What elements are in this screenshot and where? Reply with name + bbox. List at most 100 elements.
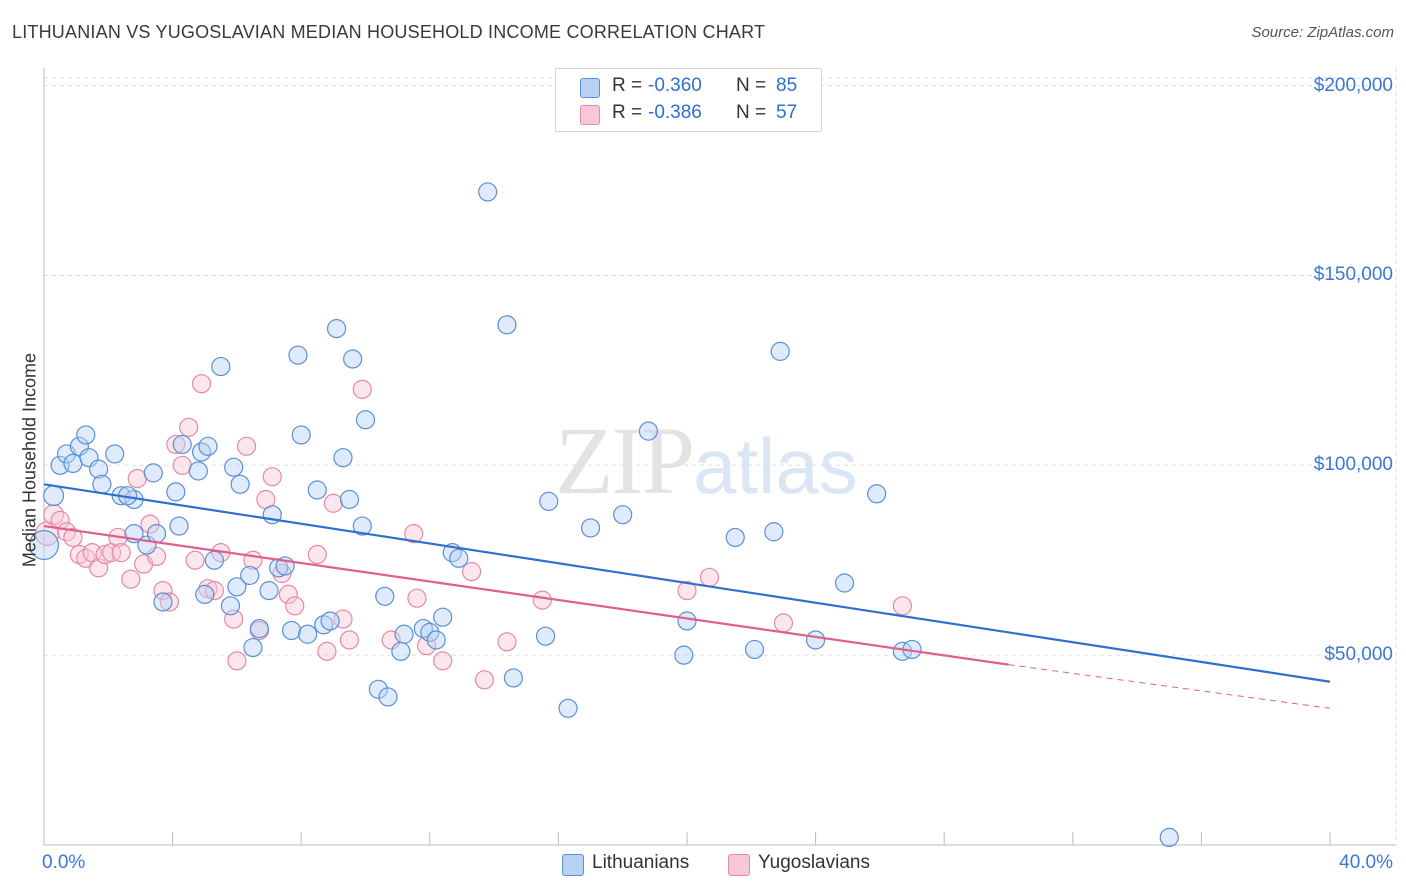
yugoslavians-point [166,434,186,455]
yugoslavians-point [111,543,131,563]
lithuanians-point [63,453,83,474]
yugoslavians-point [532,590,552,610]
yugoslavians-point [159,592,179,612]
yugoslavians-point [204,581,224,601]
yugoslavians-point [262,467,282,487]
lithuanians-point [230,474,250,494]
lithuanians-point [43,485,65,507]
lithuanians-point [211,356,231,377]
yugoslavians-point [773,613,794,633]
x-tick-max: 40.0% [1339,852,1393,873]
yugoslavians-point [63,527,83,548]
lithuanians-point [92,474,112,494]
lithuanians-point [420,622,440,642]
yugoslavians-legend-swatch [728,854,750,876]
lithuanians-point [307,480,327,500]
yugoslavians-point [227,651,247,671]
legend-n-value: 57 [776,102,798,123]
x-tick-min: 0.0% [42,852,86,873]
lithuanians-point [249,618,270,639]
lithuanians-point [805,630,826,650]
lithuanians-point [166,482,186,502]
legend-n-label: N = [736,75,767,96]
yugoslavians-point [191,374,212,394]
lithuanians-point [725,527,745,548]
lithuanians-point [288,345,308,365]
lithuanians-point [394,624,414,644]
legend-n-value: 85 [776,75,798,96]
lithuanians-point [298,624,318,644]
yugoslavians-point [278,584,298,605]
lithuanians-point [391,641,411,661]
lithuanians-point [368,679,388,699]
lithuanians-point [770,341,790,361]
lithuanians-point [240,565,260,586]
lithuanians-point [281,620,302,641]
yugoslavians-point [140,514,160,534]
yugoslavians-point [179,417,199,437]
lithuanians-points [29,182,1179,848]
lithuanians-point [143,463,163,483]
lithuanians-point [1159,827,1179,848]
lithuanians-point [243,637,263,658]
lithuanians-point [320,611,340,631]
chart-title: LITHUANIAN VS YUGOSLAVIAN MEDIAN HOUSEHO… [12,22,766,42]
lithuanians-point [355,410,376,430]
yugoslavians-point [497,632,517,652]
lithuanians-point [764,522,784,542]
legend-n-label: N = [736,102,767,123]
lithuanians-point [224,457,244,477]
lithuanians-point [291,425,311,445]
lithuanians-point [220,596,241,616]
lithuanians-point [326,319,347,339]
y-tick-label: $50,000 [1324,644,1393,666]
yugoslavians-point [172,455,192,475]
y-tick-label: $100,000 [1313,454,1393,476]
lithuanians-point [497,315,517,335]
lithuanians-legend-label: Lithuanians [592,852,690,873]
lithuanians-point [744,639,765,660]
lithuanians-trend-line [43,483,1331,683]
legend-r-label: R = [612,102,643,123]
grid-lines [44,68,1397,845]
lithuanians-point [426,630,446,650]
yugoslavians-point [461,562,482,582]
watermark-atlas: atlas [693,422,858,510]
legend-r-label: R = [612,75,643,96]
lithuanians-point [503,668,523,688]
yugoslavians-point [185,550,205,570]
lithuanians-point [535,626,556,646]
lithuanians-point [227,577,247,597]
yugoslavians-point [677,581,697,601]
y-axis-label: Median Household Income [19,352,40,568]
yugoslavians-point [699,567,720,587]
watermark: ZIPatlas [555,405,858,516]
lithuanians-point [539,491,559,511]
yugoslavians-trend-extension [1008,664,1331,709]
lithuanians-point [613,505,633,525]
yugoslavians-point [153,581,173,601]
yugoslavians-legend-label: Yugoslavians [758,852,870,873]
lithuanians-swatch [580,78,600,98]
yugoslavians-point [352,379,372,399]
lithuanians-point [580,518,601,538]
lithuanians-point [204,550,224,570]
lithuanians-point [449,548,469,568]
yugoslavians-trend-line [43,524,1009,666]
lithuanians-point [638,421,659,441]
y-tick-label: $200,000 [1313,74,1393,96]
lithuanians-point [558,698,578,718]
lithuanians-point [867,484,887,504]
yugoslavians-point [474,670,495,690]
lithuanians-point [433,607,453,627]
axes [43,68,1396,846]
yugoslavians-point [307,544,327,565]
yugoslavians-point [236,436,257,456]
yugoslavians-point [407,588,427,608]
lithuanians-point [834,573,855,593]
lithuanians-point [29,530,59,561]
yugoslavians-point [127,468,147,489]
lithuanians-point [343,349,363,369]
lithuanians-point [677,611,697,631]
lithuanians-point [76,425,96,445]
